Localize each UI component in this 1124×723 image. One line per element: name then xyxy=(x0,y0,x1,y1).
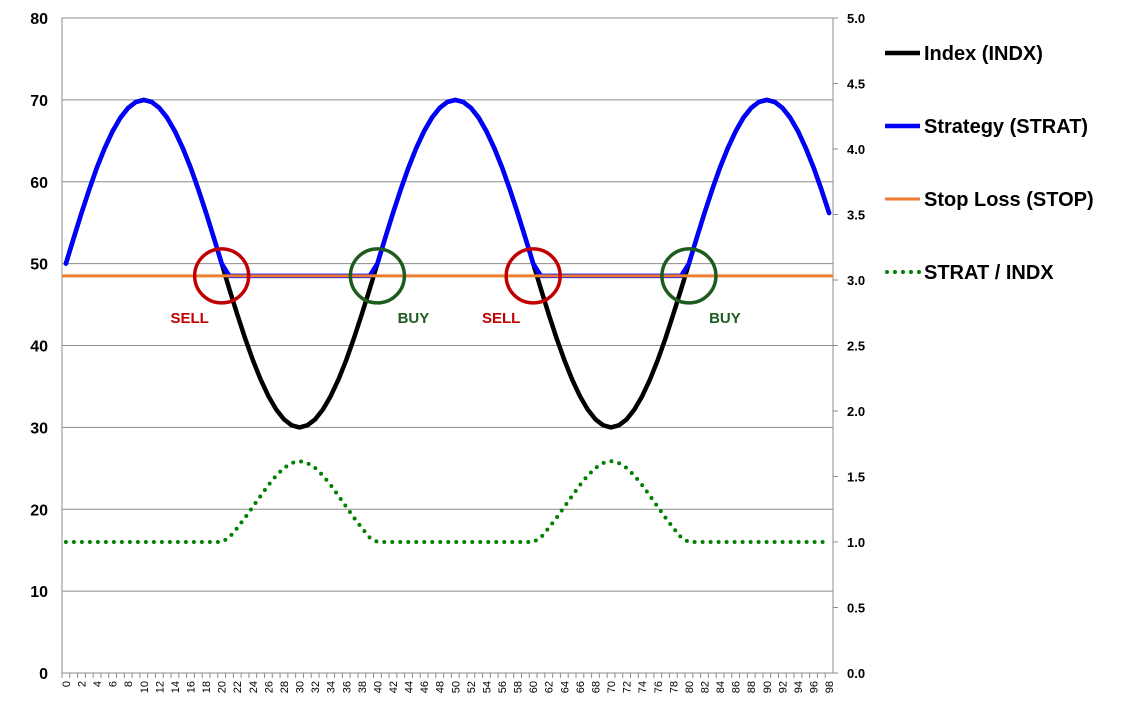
x-tick-label: 54 xyxy=(481,681,493,693)
y-right-tick-label: 4.5 xyxy=(847,77,865,92)
x-tick-label: 30 xyxy=(295,681,307,693)
annotation-circle xyxy=(504,247,562,305)
x-tick-label: 8 xyxy=(123,681,135,687)
x-tick-label: 44 xyxy=(404,681,416,693)
x-tick-label: 26 xyxy=(263,681,275,693)
x-tick-label: 38 xyxy=(357,681,369,693)
x-tick-label: 72 xyxy=(622,681,634,693)
x-tick-label: 92 xyxy=(777,681,789,693)
y-left-tick-label: 0 xyxy=(39,666,48,683)
x-tick-label: 84 xyxy=(715,681,727,693)
y-left-tick-label: 80 xyxy=(30,11,48,28)
y-right-tick-label: 3.5 xyxy=(847,208,865,223)
x-tick-label: 60 xyxy=(528,681,540,693)
x-tick-label: 96 xyxy=(809,681,821,693)
series xyxy=(62,97,833,544)
x-tick-label: 94 xyxy=(793,681,805,693)
x-tick-label: 88 xyxy=(746,681,758,693)
x-tick-label: 78 xyxy=(668,681,680,693)
x-tick-label: 98 xyxy=(824,681,836,693)
x-tick-label: 2 xyxy=(76,681,88,687)
y-right-tick-label: 2.5 xyxy=(847,339,865,354)
x-tick-label: 46 xyxy=(419,681,431,693)
x-tick-label: 40 xyxy=(372,681,384,693)
x-tick-label: 10 xyxy=(139,681,151,693)
y-right-tick-label: 1.5 xyxy=(847,470,865,485)
y-right-tick-label: 4.0 xyxy=(847,142,865,157)
annotation-circle xyxy=(660,247,718,305)
y-right-tick-label: 2.0 xyxy=(847,404,865,419)
legend-label: STRAT / INDX xyxy=(924,262,1054,284)
x-tick-label: 0 xyxy=(61,681,73,687)
legend-label: Index (INDX) xyxy=(924,43,1043,65)
x-tick-label: 24 xyxy=(248,681,260,693)
annotation-circle xyxy=(348,247,407,305)
y-left-tick-label: 30 xyxy=(30,420,48,437)
y-right-tick-label: 0.5 xyxy=(847,601,865,616)
x-tick-label: 68 xyxy=(590,681,602,693)
x-tick-label: 42 xyxy=(388,681,400,693)
annotation-label: SELL xyxy=(482,310,520,327)
y-left-tick-label: 70 xyxy=(30,93,48,110)
x-tick-label: 70 xyxy=(606,681,618,693)
y-right-tick-label: 1.0 xyxy=(847,535,865,550)
x-tick-label: 22 xyxy=(232,681,244,693)
y-left-tick-label: 20 xyxy=(30,502,48,519)
x-tick-label: 16 xyxy=(186,681,198,693)
annotation-circle xyxy=(192,247,251,305)
x-tick-label: 50 xyxy=(450,681,462,693)
x-tick-label: 20 xyxy=(217,681,229,693)
y-left-tick-label: 40 xyxy=(30,339,48,356)
x-tick-label: 82 xyxy=(700,681,712,693)
x-tick-label: 32 xyxy=(310,681,322,693)
axes: 010203040506070800.00.51.01.52.02.53.03.… xyxy=(30,11,865,693)
y-left-tick-label: 50 xyxy=(30,257,48,274)
x-tick-label: 48 xyxy=(435,681,447,693)
y-left-tick-label: 10 xyxy=(30,584,48,601)
x-tick-label: 86 xyxy=(731,681,743,693)
x-tick-label: 66 xyxy=(575,681,587,693)
x-tick-label: 36 xyxy=(341,681,353,693)
grid xyxy=(61,17,834,674)
series-line-strat-indx xyxy=(63,459,832,544)
x-tick-label: 34 xyxy=(326,681,338,693)
legend-label: Stop Loss (STOP) xyxy=(924,189,1094,211)
x-tick-label: 74 xyxy=(637,681,649,693)
annotation-label: BUY xyxy=(709,310,741,327)
series-line-strategy-strat xyxy=(63,97,832,279)
x-tick-label: 64 xyxy=(559,681,571,693)
x-tick-label: 62 xyxy=(544,681,556,693)
x-tick-label: 6 xyxy=(108,681,120,687)
x-tick-label: 80 xyxy=(684,681,696,693)
annotation-label: SELL xyxy=(170,310,208,327)
x-tick-label: 14 xyxy=(170,681,182,693)
x-tick-label: 76 xyxy=(653,681,665,693)
legend-label: Strategy (STRAT) xyxy=(924,116,1088,138)
x-tick-label: 18 xyxy=(201,681,213,693)
x-tick-label: 90 xyxy=(762,681,774,693)
x-tick-label: 12 xyxy=(154,681,166,693)
y-right-tick-label: 3.0 xyxy=(847,273,865,288)
x-tick-label: 52 xyxy=(466,681,478,693)
annotation-label: BUY xyxy=(398,310,430,327)
legend: Index (INDX) Strategy (STRAT) Stop Loss (S… xyxy=(885,43,1094,284)
y-right-tick-label: 5.0 xyxy=(847,11,865,26)
x-tick-label: 4 xyxy=(92,681,104,687)
x-tick-label: 56 xyxy=(497,681,509,693)
y-right-tick-label: 0.0 xyxy=(847,666,865,681)
y-left-tick-label: 60 xyxy=(30,175,48,192)
x-tick-label: 58 xyxy=(513,681,525,693)
annotations: SELL BUY SELL BUY xyxy=(170,247,741,327)
x-tick-label: 28 xyxy=(279,681,291,693)
